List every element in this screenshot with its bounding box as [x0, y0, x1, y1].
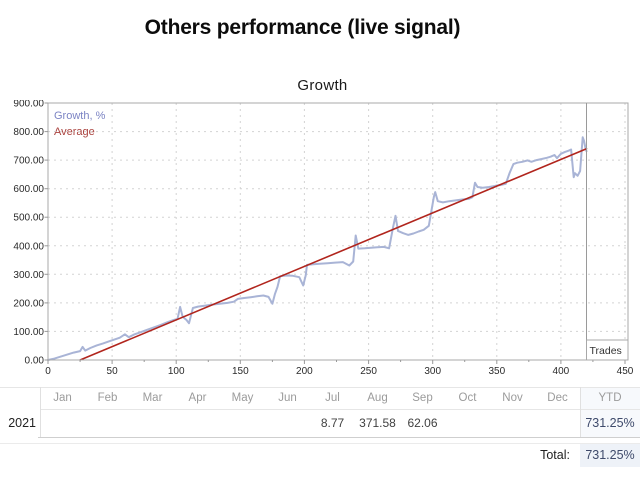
x-tick-label: 450 — [617, 366, 634, 377]
month-header-dec: Dec — [547, 392, 568, 404]
table-total-divider — [0, 443, 640, 444]
y-tick-label: 700.00 — [13, 156, 44, 167]
growth-chart-plot: 0 50 100 150 200 250 300 350 400 450 0.00 100.00 200… — [13, 100, 634, 377]
y-tick-label: 800.00 — [13, 127, 44, 138]
average-line — [79, 147, 588, 361]
ytd-column-divider — [580, 387, 581, 437]
month-value-aug: 371.58 — [359, 416, 396, 430]
table-row-divider — [38, 437, 640, 438]
month-value-jul: 8.77 — [320, 416, 345, 430]
x-tick-label: 150 — [232, 366, 249, 377]
month-header-jan: Jan — [53, 392, 72, 404]
y-tick-label: 100.00 — [13, 327, 44, 338]
x-tick-label: 400 — [553, 366, 570, 377]
month-header-aug: Aug — [367, 392, 388, 404]
plot-border — [47, 102, 629, 361]
y-tick-label: 500.00 — [13, 213, 44, 224]
year-label: 2021 — [8, 416, 36, 430]
page-title: Others performance (live signal) — [144, 16, 461, 39]
x-tick-label: 250 — [360, 366, 377, 377]
y-tick-label: 400.00 — [13, 241, 44, 252]
x-tick-label: 200 — [296, 366, 313, 377]
y-tick-label: 300.00 — [13, 270, 44, 281]
month-header-jun: Jun — [278, 392, 297, 404]
month-header-sep: Sep — [412, 392, 433, 404]
month-header-nov: Nov — [502, 392, 523, 404]
table-top-divider — [0, 387, 640, 388]
ytd-value: 731.25% — [585, 416, 635, 430]
legend-average-label: Average — [54, 125, 95, 138]
y-tick-label: 600.00 — [13, 184, 44, 195]
trades-label: Trades — [590, 345, 622, 357]
x-tick-label: 300 — [424, 366, 441, 377]
growth-line — [47, 136, 588, 361]
table-header-divider — [40, 409, 640, 410]
chart-title: Growth — [297, 77, 348, 94]
ytd-column-background — [580, 388, 640, 437]
month-header-oct: Oct — [458, 392, 477, 404]
month-value-sep: 62.06 — [407, 416, 438, 430]
x-tick-label: 100 — [168, 366, 185, 377]
month-header-feb: Feb — [97, 392, 118, 404]
y-tick-label: 0.00 — [25, 356, 45, 367]
y-tick-label: 900.00 — [13, 100, 44, 110]
total-label: Total: — [540, 448, 570, 462]
x-tick-label: 0 — [45, 366, 51, 377]
year-column-divider — [40, 387, 41, 437]
total-value: 731.25% — [580, 444, 640, 467]
legend-growth-label: Growth, % — [54, 110, 106, 122]
x-tick-label: 50 — [107, 366, 119, 377]
trades-box — [586, 339, 629, 361]
month-header-jul: Jul — [325, 392, 340, 404]
y-tick-label: 200.00 — [13, 298, 44, 309]
ytd-header: YTD — [598, 392, 622, 404]
month-header-may: May — [231, 392, 254, 404]
month-header-mar: Mar — [142, 392, 163, 404]
chart-legend: Growth, % Average — [54, 109, 105, 140]
x-tick-label: 350 — [488, 366, 505, 377]
month-header-apr: Apr — [188, 392, 207, 404]
